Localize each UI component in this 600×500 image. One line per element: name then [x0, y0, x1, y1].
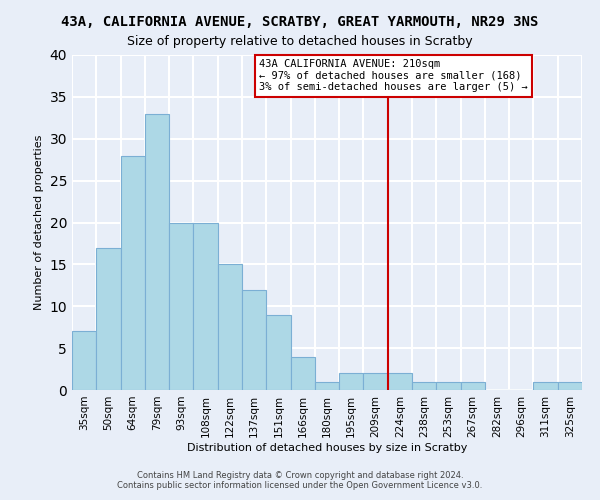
X-axis label: Distribution of detached houses by size in Scratby: Distribution of detached houses by size …	[187, 442, 467, 452]
Bar	[436, 382, 461, 390]
Bar	[315, 382, 339, 390]
Text: 43A, CALIFORNIA AVENUE, SCRATBY, GREAT YARMOUTH, NR29 3NS: 43A, CALIFORNIA AVENUE, SCRATBY, GREAT Y…	[61, 15, 539, 29]
Text: Contains HM Land Registry data © Crown copyright and database right 2024.
Contai: Contains HM Land Registry data © Crown c…	[118, 470, 482, 490]
Y-axis label: Number of detached properties: Number of detached properties	[34, 135, 44, 310]
Bar	[412, 382, 436, 390]
Bar	[96, 248, 121, 390]
Text: Size of property relative to detached houses in Scratby: Size of property relative to detached ho…	[127, 35, 473, 48]
Bar	[461, 382, 485, 390]
Bar	[193, 222, 218, 390]
Bar	[533, 382, 558, 390]
Bar	[339, 373, 364, 390]
Bar	[364, 373, 388, 390]
Bar	[218, 264, 242, 390]
Bar	[72, 332, 96, 390]
Bar	[558, 382, 582, 390]
Bar	[266, 314, 290, 390]
Bar	[290, 356, 315, 390]
Text: 43A CALIFORNIA AVENUE: 210sqm
← 97% of detached houses are smaller (168)
3% of s: 43A CALIFORNIA AVENUE: 210sqm ← 97% of d…	[259, 59, 528, 92]
Bar	[242, 290, 266, 390]
Bar	[121, 156, 145, 390]
Bar	[145, 114, 169, 390]
Bar	[388, 373, 412, 390]
Bar	[169, 222, 193, 390]
